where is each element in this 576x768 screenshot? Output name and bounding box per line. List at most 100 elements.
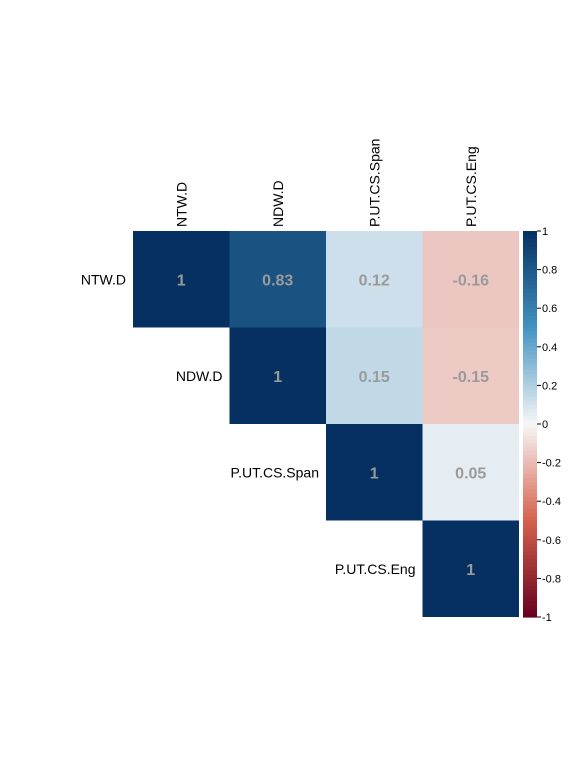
colorbar-segment	[523, 462, 537, 468]
colorbar-segment	[523, 613, 537, 618]
colorbar-segment	[523, 412, 537, 417]
colorbar-segment	[523, 427, 537, 433]
colorbar-tick-label-0: 1	[542, 226, 548, 238]
colorbar-segment	[523, 342, 537, 348]
colorbar-segment	[523, 551, 537, 556]
colorbar-segment	[523, 454, 537, 460]
colorbar-segment	[523, 597, 537, 603]
cell-value-1-2: 0.15	[359, 369, 390, 386]
colorbar-segment	[523, 451, 537, 456]
colorbar-segment	[523, 292, 537, 298]
colorbar-segment	[523, 339, 537, 344]
colorbar-segment	[523, 300, 537, 305]
colorbar-segment	[523, 559, 537, 564]
colorbar-segment	[523, 285, 537, 290]
colorbar-segment	[523, 574, 537, 579]
colorbar-segment	[523, 281, 537, 286]
colorbar-segment	[523, 389, 537, 394]
heatmap-cell-3-3	[422, 520, 519, 617]
colorbar-segment	[523, 312, 537, 317]
row-label-1: NDW.D	[176, 368, 223, 384]
colorbar-segment	[523, 288, 537, 294]
heatmap-cell-0-3	[422, 231, 519, 328]
colorbar-segment	[523, 505, 537, 510]
colorbar-segment	[523, 373, 537, 379]
colorbar-segment	[523, 377, 537, 383]
column-label-3: P.UT.CS.Eng	[463, 146, 479, 227]
colorbar-tick-label-4: 0.2	[542, 380, 557, 392]
colorbar-segment	[523, 234, 537, 240]
heatmap-cell-1-3	[422, 327, 519, 424]
colorbar-segment	[523, 605, 537, 610]
heatmap-cell-0-1	[229, 231, 326, 328]
colorbar-segment	[523, 520, 537, 525]
colorbar-segment	[523, 497, 537, 502]
cell-value-0-2: 0.12	[359, 272, 390, 289]
colorbar-segment	[523, 250, 537, 255]
column-labels: NTW.D NDW.D P.UT.CS.Span P.UT.CS.Eng	[173, 139, 479, 227]
colorbar-tick-label-10: -1	[542, 612, 552, 624]
colorbar-segment	[523, 238, 537, 244]
colorbar-segment	[523, 478, 537, 483]
colorbar-segment	[523, 516, 537, 522]
heatmap-cell-labels: 1 0.83 0.12 -0.16 1 0.15 -0.15 1 0.05 1	[177, 272, 489, 579]
colorbar-tick-label-5: 0	[542, 419, 548, 431]
colorbar-segment	[523, 593, 537, 599]
colorbar-segment	[523, 578, 537, 583]
colorbar-segment	[523, 265, 537, 271]
colorbar-segment	[523, 466, 537, 471]
colorbar-segment	[523, 231, 537, 236]
colorbar-segment	[523, 269, 537, 275]
colorbar-segment	[523, 366, 537, 371]
colorbar-segment	[523, 424, 537, 429]
cell-value-1-3: -0.15	[453, 369, 490, 386]
cell-value-1-1: 1	[273, 369, 282, 386]
colorbar-segment	[523, 369, 537, 375]
column-label-1: NDW.D	[270, 180, 286, 227]
colorbar-segment	[523, 485, 537, 491]
column-label-0: NTW.D	[173, 182, 189, 227]
colorbar-segment	[523, 481, 537, 487]
colorbar-segment	[523, 532, 537, 537]
colorbar-segment	[523, 493, 537, 498]
cell-value-3-3: 1	[466, 562, 475, 579]
column-label-2: P.UT.CS.Span	[366, 139, 382, 227]
colorbar-segment	[523, 601, 537, 607]
colorbar-tick-label-3: 0.4	[542, 342, 557, 354]
colorbar-segment	[523, 350, 537, 356]
colorbar-tick-label-1: 0.8	[542, 265, 557, 277]
cell-value-0-1: 0.83	[262, 272, 293, 289]
colorbar-segment	[523, 535, 537, 541]
colorbar-segment	[523, 458, 537, 464]
colorbar-segment	[523, 447, 537, 452]
colorbar-segment	[523, 439, 537, 444]
colorbar-segment	[523, 242, 537, 248]
colorbar-segment	[523, 562, 537, 568]
colorbar-segment	[523, 261, 537, 267]
colorbar-segment	[523, 443, 537, 448]
colorbar-segment	[523, 435, 537, 441]
heatmap-cells	[133, 231, 519, 617]
heatmap-cell-0-0	[133, 231, 230, 328]
colorbar-segment	[523, 489, 537, 495]
heatmap-cell-1-2	[326, 327, 423, 424]
colorbar-segment	[523, 319, 537, 325]
colorbar-segment	[523, 408, 537, 414]
colorbar-segment	[523, 416, 537, 421]
colorbar-segment	[523, 381, 537, 386]
colorbar-segment	[523, 582, 537, 587]
colorbar-segment	[523, 543, 537, 549]
colorbar-segment	[523, 566, 537, 572]
colorbar-tick-label-9: -0.8	[542, 573, 561, 585]
colorbar-segment	[523, 474, 537, 479]
colorbar-segment	[523, 346, 537, 352]
cell-value-2-2: 1	[370, 465, 379, 482]
cell-value-0-0: 1	[177, 272, 186, 289]
colorbar-segment	[523, 354, 537, 359]
colorbar-segment	[523, 539, 537, 545]
colorbar-segment	[523, 589, 537, 595]
colorbar-segment	[523, 400, 537, 406]
colorbar-tick-label-8: -0.6	[542, 535, 561, 547]
colorbar-segment	[523, 396, 537, 402]
